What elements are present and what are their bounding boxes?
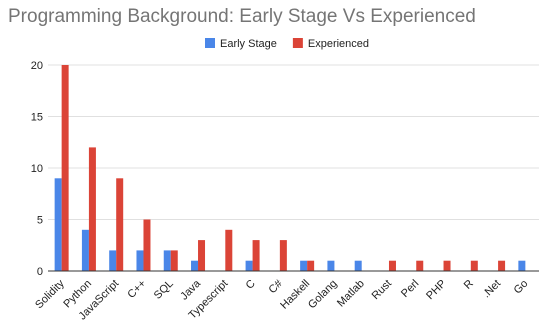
bar-early-stage-python	[81, 229, 89, 271]
x-tick-label: C	[244, 278, 258, 292]
legend: Early Stage Experienced	[205, 38, 369, 50]
x-tick-label: C++	[125, 278, 148, 301]
y-tick-label: 5	[37, 215, 43, 227]
bars	[54, 65, 526, 271]
legend-label-experienced: Experienced	[308, 38, 369, 50]
bar-early-stage-c	[136, 250, 144, 271]
bar-early-stage-go	[518, 260, 526, 271]
x-tick-label: Haskell	[278, 278, 312, 312]
legend-swatch-experienced	[292, 38, 303, 48]
x-tick-label: Rust	[370, 278, 394, 302]
x-tick-label: Perl	[399, 278, 421, 300]
bar-experienced-c	[143, 219, 151, 271]
bar-experienced-php	[443, 260, 451, 271]
bar-experienced-sql	[170, 250, 178, 271]
bar-experienced-solidity	[61, 65, 69, 271]
legend-label-early-stage: Early Stage	[220, 38, 277, 50]
y-tick-label: 10	[31, 163, 43, 175]
bar-experienced-c	[279, 240, 287, 271]
x-tick-label: PHP	[424, 278, 448, 302]
bar-early-stage-solidity	[54, 178, 62, 271]
bar-early-stage-matlab	[354, 260, 362, 271]
bar-experienced-java	[198, 240, 206, 271]
x-tick-label: SQL	[152, 278, 176, 302]
y-tick-label: 15	[31, 112, 43, 124]
bar-experienced-r	[470, 260, 478, 271]
bar-experienced-python	[88, 147, 96, 271]
bar-experienced-c	[252, 240, 260, 271]
bar-early-stage-c	[245, 260, 253, 271]
y-axis-ticks: 0 5 10 15 20	[31, 60, 43, 278]
x-tick-label: .Net	[480, 278, 503, 301]
bar-experienced-net	[498, 260, 506, 271]
bar-early-stage-haskell	[300, 260, 308, 271]
x-tick-label: C#	[267, 277, 286, 296]
gridlines	[48, 64, 539, 220]
x-tick-label: Solidity	[33, 277, 67, 311]
y-tick-label: 20	[31, 60, 43, 72]
bar-experienced-perl	[416, 260, 424, 271]
y-tick-label: 0	[37, 266, 43, 278]
bar-experienced-javascript	[116, 178, 124, 271]
x-tick-label: Go	[512, 278, 531, 297]
x-tick-label: Golang	[306, 278, 340, 312]
legend-swatch-early-stage	[205, 38, 215, 48]
bar-experienced-rust	[388, 260, 396, 271]
bar-early-stage-sql	[163, 250, 171, 271]
bar-early-stage-golang	[327, 260, 335, 271]
bar-experienced-typescript	[225, 229, 233, 271]
chart-title: Programming Background: Early Stage Vs E…	[8, 6, 476, 27]
bar-early-stage-javascript	[109, 250, 117, 271]
bar-early-stage-java	[191, 260, 199, 271]
x-tick-label: R	[462, 278, 476, 292]
x-tick-label: Matlab	[335, 278, 367, 310]
bar-experienced-haskell	[307, 260, 315, 271]
